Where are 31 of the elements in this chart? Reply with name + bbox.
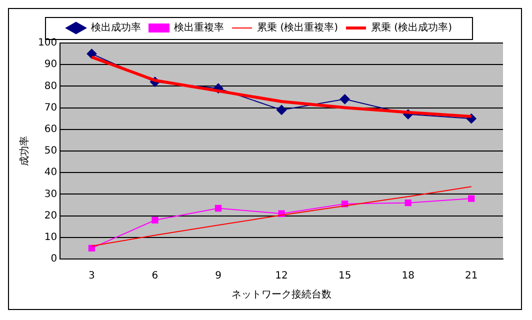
y-axis-title: 成功率 <box>18 136 31 166</box>
point <box>86 48 97 59</box>
point <box>152 216 158 224</box>
x-tick-label: 6 <box>152 270 158 282</box>
point <box>88 244 96 252</box>
x-axis-title: ネットワーク接続台数 <box>232 288 332 301</box>
y-tick-label: 70 <box>44 102 58 114</box>
y-tick-label: 30 <box>44 188 58 200</box>
y-tick-label: 10 <box>44 232 58 243</box>
x-tick-label: 9 <box>215 270 222 282</box>
y-tick-label: 20 <box>44 210 58 222</box>
legend-label: 累乗 (検出重複率) <box>257 22 338 34</box>
y-tick-label: 80 <box>44 80 58 92</box>
legend-label: 検出重複率 <box>174 22 224 34</box>
y-tick-label: 60 <box>44 124 58 135</box>
legend-label: 累乗 (検出成功率) <box>371 22 452 34</box>
point <box>276 104 287 115</box>
x-tick-label: 3 <box>88 270 95 282</box>
y-tick-label: 90 <box>44 59 58 70</box>
point <box>214 204 222 212</box>
x-tick-label: 12 <box>275 270 288 282</box>
point <box>468 195 475 202</box>
y-tick-label: 0 <box>50 254 58 265</box>
point <box>404 200 412 206</box>
y-tick-label: 50 <box>44 146 58 157</box>
x-tick-label: 21 <box>464 270 478 282</box>
x-tick-label: 18 <box>402 270 414 282</box>
y-tick-label: 40 <box>44 167 58 178</box>
legend-label: 検出成功率 <box>91 22 142 34</box>
point <box>340 94 350 104</box>
x-tick-label: 15 <box>338 270 352 282</box>
